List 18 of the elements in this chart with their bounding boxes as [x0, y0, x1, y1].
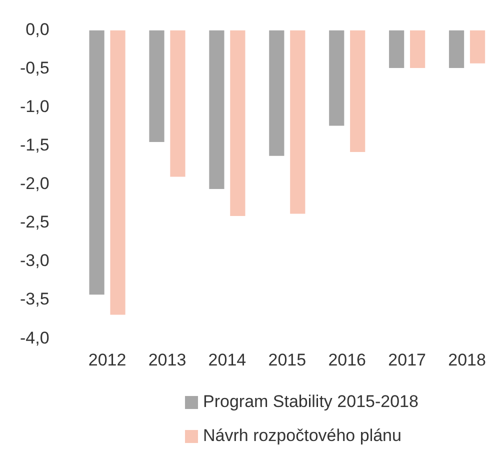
x-tick-label: 2016	[328, 350, 366, 370]
y-tick-label: -1,0	[20, 96, 50, 116]
x-tick-label: 2015	[268, 350, 306, 370]
y-tick-label: 0,0	[26, 20, 50, 39]
y-tick-label: -3,5	[20, 290, 50, 309]
x-tick-label: 2018	[448, 350, 486, 370]
legend-label: Návrh rozpočtového plánu	[203, 426, 402, 446]
y-tick-label: -3,0	[20, 251, 50, 270]
y-tick-label: -2,5	[20, 212, 50, 232]
x-tick-label: 2012	[88, 350, 126, 370]
y-tick-label: -1,5	[20, 136, 50, 155]
x-tick-label: 2013	[148, 350, 186, 370]
y-tick-label: -4,0	[20, 328, 50, 348]
y-tick-label: -0,5	[20, 58, 50, 78]
x-tick-label: 2017	[388, 350, 426, 370]
legend-label: Program Stability 2015-2018	[203, 392, 418, 412]
x-tick-label: 2014	[208, 350, 246, 370]
y-tick-label: -2,0	[20, 174, 50, 194]
